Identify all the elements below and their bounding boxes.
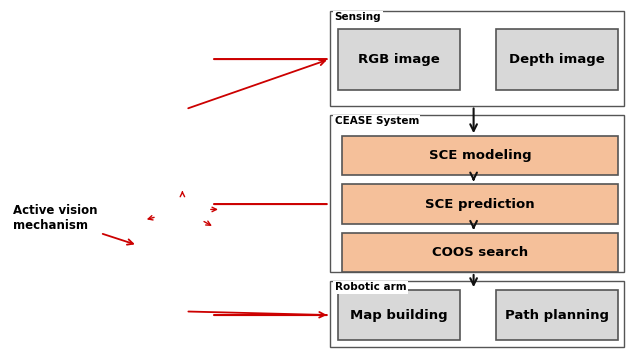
FancyBboxPatch shape [330, 115, 624, 272]
Text: SCE modeling: SCE modeling [429, 149, 531, 162]
Text: RGB image: RGB image [358, 53, 440, 66]
FancyBboxPatch shape [342, 184, 618, 224]
Text: Active vision
mechanism: Active vision mechanism [13, 204, 133, 245]
Text: SCE prediction: SCE prediction [425, 198, 535, 211]
Text: Sensing: Sensing [335, 12, 381, 22]
FancyBboxPatch shape [496, 290, 618, 340]
FancyBboxPatch shape [338, 290, 460, 340]
FancyBboxPatch shape [330, 11, 624, 106]
FancyBboxPatch shape [330, 281, 624, 347]
Text: Robotic arm: Robotic arm [335, 282, 406, 292]
FancyBboxPatch shape [342, 136, 618, 175]
Text: CEASE System: CEASE System [335, 116, 419, 126]
Text: Depth image: Depth image [509, 53, 605, 66]
Text: Path planning: Path planning [505, 309, 609, 321]
FancyBboxPatch shape [338, 29, 460, 90]
Text: COOS search: COOS search [432, 246, 528, 259]
FancyBboxPatch shape [496, 29, 618, 90]
FancyBboxPatch shape [342, 233, 618, 272]
Text: Map building: Map building [350, 309, 447, 321]
